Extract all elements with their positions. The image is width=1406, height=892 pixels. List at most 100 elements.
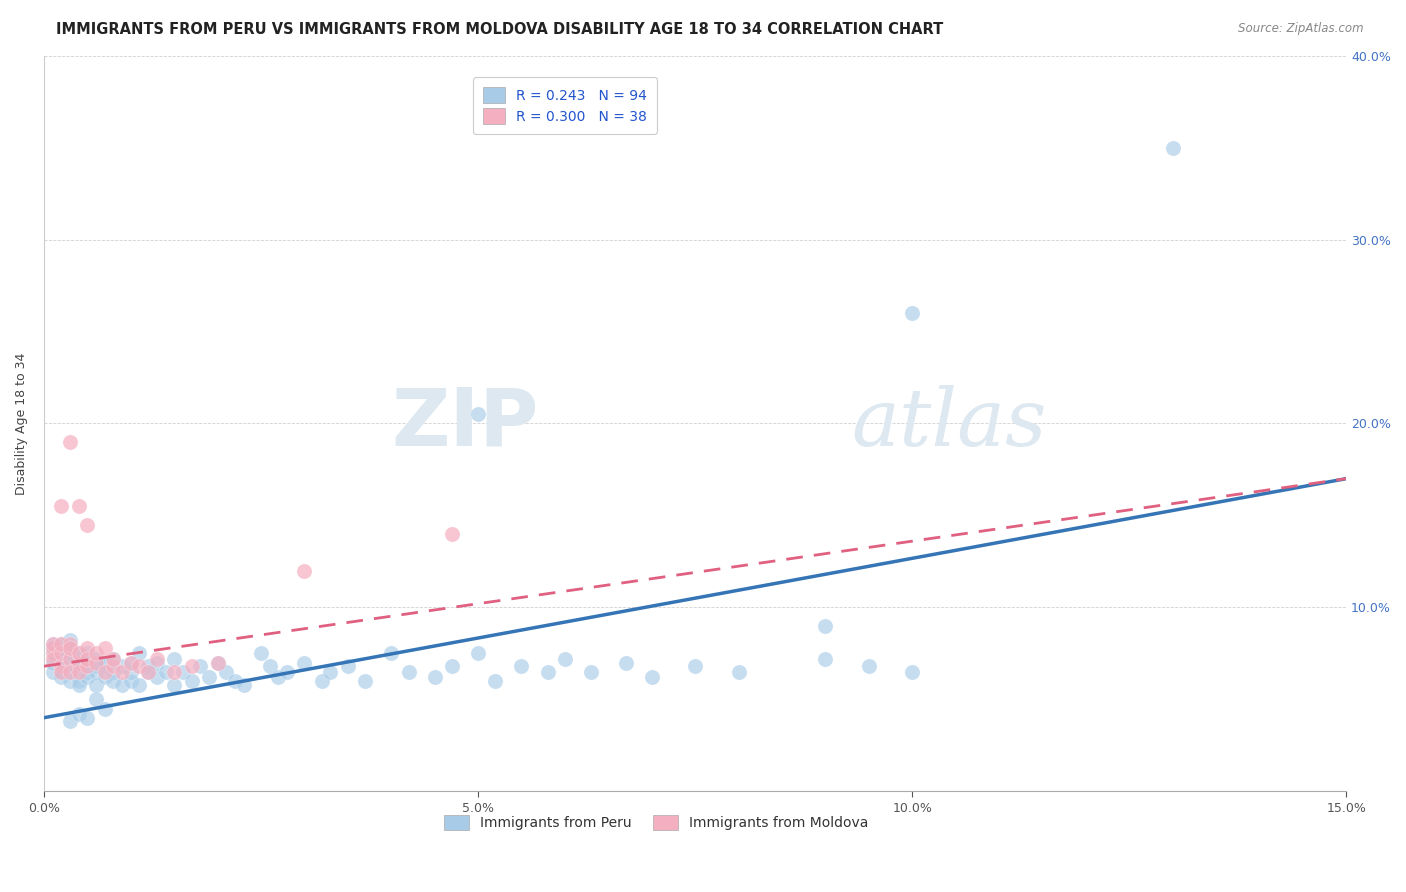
Point <box>76 711 98 725</box>
Point <box>93 640 115 655</box>
Point <box>41 652 63 666</box>
Point <box>51 646 73 660</box>
Point <box>67 646 90 660</box>
Point <box>111 659 134 673</box>
Point <box>41 665 63 679</box>
Point <box>84 665 107 679</box>
Point <box>41 646 63 660</box>
Point <box>136 659 159 673</box>
Point <box>84 677 107 691</box>
Point <box>380 646 402 660</box>
Point <box>51 659 73 673</box>
Point <box>59 640 82 655</box>
Point <box>398 665 420 679</box>
Point <box>180 659 202 673</box>
Point <box>128 659 150 673</box>
Point <box>103 659 125 673</box>
Point <box>136 665 159 679</box>
Point <box>536 665 558 679</box>
Point <box>146 670 169 684</box>
Point <box>51 637 73 651</box>
Point <box>93 670 115 684</box>
Point <box>76 517 98 532</box>
Point <box>163 652 186 666</box>
Point <box>67 646 90 660</box>
Point <box>641 670 664 684</box>
Point <box>111 677 134 691</box>
Point <box>76 665 98 679</box>
Point <box>51 640 73 655</box>
Point <box>59 714 82 729</box>
Point <box>163 665 186 679</box>
Point <box>41 656 63 670</box>
Point <box>41 637 63 651</box>
Point <box>59 640 82 655</box>
Point <box>180 673 202 688</box>
Point <box>59 652 82 666</box>
Point <box>76 640 98 655</box>
Point <box>614 656 637 670</box>
Point <box>224 673 246 688</box>
Point <box>59 665 82 679</box>
Point <box>727 665 749 679</box>
Point <box>41 646 63 660</box>
Point <box>59 646 82 660</box>
Point <box>76 659 98 673</box>
Point <box>484 673 506 688</box>
Point <box>294 656 316 670</box>
Point <box>67 665 90 679</box>
Point <box>267 670 290 684</box>
Point <box>84 692 107 706</box>
Point <box>172 665 194 679</box>
Point <box>93 656 115 670</box>
Point <box>51 665 73 679</box>
Point <box>59 656 82 670</box>
Point <box>1161 141 1184 155</box>
Point <box>111 665 134 679</box>
Point <box>354 673 377 688</box>
Point <box>67 677 90 691</box>
Point <box>207 656 229 670</box>
Point <box>423 670 446 684</box>
Point <box>67 659 90 673</box>
Point <box>120 673 142 688</box>
Point <box>510 659 533 673</box>
Text: atlas: atlas <box>852 384 1047 462</box>
Point <box>51 659 73 673</box>
Y-axis label: Disability Age 18 to 34: Disability Age 18 to 34 <box>15 352 28 495</box>
Legend: Immigrants from Peru, Immigrants from Moldova: Immigrants from Peru, Immigrants from Mo… <box>439 809 873 836</box>
Point <box>146 652 169 666</box>
Point <box>198 670 221 684</box>
Point <box>67 652 90 666</box>
Point <box>76 670 98 684</box>
Point <box>128 646 150 660</box>
Point <box>579 665 602 679</box>
Point <box>76 656 98 670</box>
Point <box>93 665 115 679</box>
Point <box>467 646 489 660</box>
Point <box>294 564 316 578</box>
Point <box>51 665 73 679</box>
Point <box>814 652 837 666</box>
Point <box>336 659 359 673</box>
Point <box>814 619 837 633</box>
Point <box>207 656 229 670</box>
Text: Source: ZipAtlas.com: Source: ZipAtlas.com <box>1239 22 1364 36</box>
Point <box>120 656 142 670</box>
Point <box>163 677 186 691</box>
Point <box>67 500 90 514</box>
Text: ZIP: ZIP <box>392 384 538 462</box>
Point <box>554 652 576 666</box>
Point <box>250 646 273 660</box>
Point <box>59 665 82 679</box>
Point <box>440 526 463 541</box>
Point <box>146 656 169 670</box>
Point <box>188 659 211 673</box>
Point <box>103 673 125 688</box>
Point <box>67 656 90 670</box>
Point <box>41 640 63 655</box>
Point <box>76 659 98 673</box>
Point <box>41 637 63 651</box>
Point <box>215 665 238 679</box>
Point <box>84 652 107 666</box>
